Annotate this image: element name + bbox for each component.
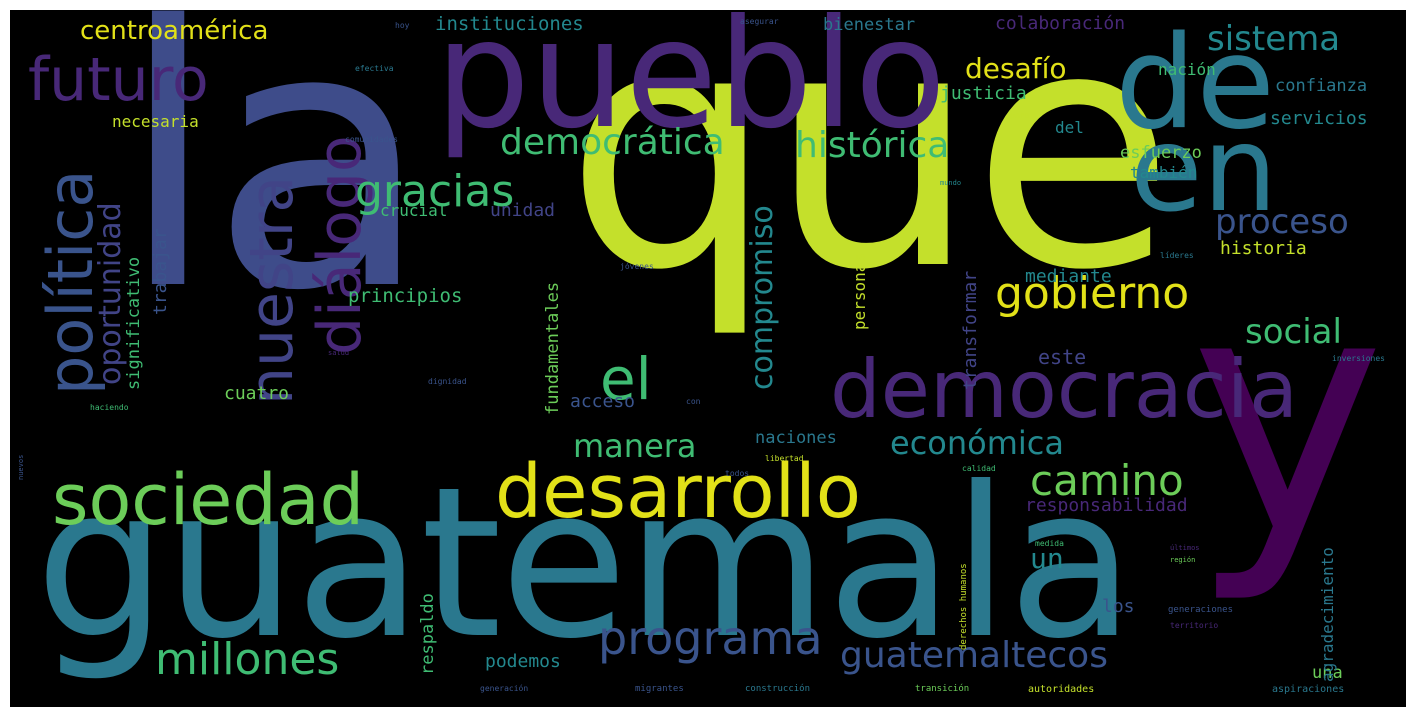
word: gobierno: [995, 268, 1190, 319]
word: nación: [1158, 60, 1216, 79]
word: una: [1312, 663, 1343, 683]
word: y: [1190, 223, 1386, 607]
word: manera: [573, 427, 697, 465]
word: programa: [598, 611, 823, 665]
word: colaboración: [995, 13, 1126, 34]
word: construcción: [745, 684, 811, 694]
word: asegurar: [740, 17, 779, 26]
word: podemos: [485, 651, 561, 672]
word: calidad: [962, 464, 996, 473]
word: sociedad: [52, 459, 365, 541]
word: con: [686, 397, 701, 406]
word: últimos: [1170, 544, 1200, 552]
word: este: [1038, 345, 1087, 369]
word: en: [1130, 100, 1278, 238]
word: democrática: [500, 122, 725, 163]
word: esfuerzo: [1120, 143, 1202, 163]
word: guatemala: [35, 443, 1135, 685]
word-cloud-canvas: la que y guatemala pueblo de en democrac…: [10, 10, 1406, 707]
word: de: [1115, 10, 1275, 158]
word: cuatro: [224, 383, 290, 404]
word: salud: [328, 349, 350, 357]
word: todos: [725, 469, 750, 478]
word: unidad: [490, 200, 556, 221]
word: comunidades: [345, 135, 398, 144]
word: desafío: [965, 52, 1067, 85]
word: para: [1010, 111, 1030, 120]
word: líderes: [1160, 251, 1194, 260]
word: que: [565, 10, 1175, 342]
word: personas: [850, 252, 869, 330]
word: histórica: [795, 125, 950, 166]
word: derechos humanos: [959, 563, 969, 650]
word: pueblo: [435, 10, 947, 162]
word: justicia: [940, 83, 1027, 104]
word: confianza: [1275, 76, 1368, 96]
word: proceso: [1215, 202, 1349, 242]
word: respaldo: [418, 593, 438, 675]
word: nuevos: [17, 454, 25, 480]
word: instituciones: [435, 13, 584, 35]
word: trabajar: [150, 228, 171, 315]
word: mediante: [1025, 266, 1112, 287]
word: del: [1055, 118, 1084, 137]
word: también: [1130, 163, 1198, 182]
word: el: [600, 345, 652, 413]
word: dignidad: [428, 377, 467, 386]
word: efectiva: [355, 64, 394, 73]
word: aspiraciones: [1272, 684, 1345, 695]
word: la: [118, 10, 431, 369]
word: centroamérica: [80, 16, 269, 46]
word: fundamentales: [543, 281, 563, 415]
word: millones: [155, 634, 340, 685]
word: región: [1170, 556, 1196, 564]
word: autoridades: [1028, 684, 1095, 695]
word: responsabilidad: [1025, 495, 1188, 516]
word: democracia: [830, 343, 1299, 436]
word: camino: [1030, 456, 1184, 505]
word: guatemaltecos: [840, 635, 1108, 676]
word: migrantes: [635, 684, 684, 694]
word: necesaria: [112, 112, 199, 131]
word: mundo: [940, 179, 962, 187]
word: un: [1030, 542, 1064, 575]
word: hoy: [395, 21, 410, 30]
word: acceso: [570, 391, 636, 412]
word: oportunidad: [93, 202, 128, 385]
word: generaciones: [1168, 605, 1234, 615]
word: económica: [890, 424, 1064, 462]
word: nuestra: [237, 175, 307, 405]
word: significativo: [124, 256, 144, 390]
word: crucial: [380, 201, 448, 220]
word: transformar: [960, 270, 981, 390]
word: haciendo: [90, 403, 129, 412]
word: historia: [1220, 238, 1307, 259]
word: social: [1245, 312, 1342, 352]
word: medida: [1035, 539, 1064, 548]
word: servicios: [1270, 108, 1368, 129]
word: futuro: [28, 45, 209, 115]
word: bienestar: [823, 15, 916, 35]
word: generación: [480, 684, 529, 693]
word: principios: [348, 285, 463, 307]
word: inversiones: [1332, 354, 1385, 363]
word: libertad: [765, 454, 804, 463]
word: desarrollo: [495, 449, 861, 535]
word: sistema: [1207, 19, 1341, 59]
word: compromiso: [745, 205, 780, 390]
word: territorio: [1170, 621, 1219, 630]
word: gracias: [355, 166, 515, 217]
word: jóvenes: [620, 262, 654, 271]
word: transición: [915, 684, 970, 694]
word: agradecimiento: [1318, 547, 1337, 682]
word: los: [1102, 596, 1135, 617]
word: naciones: [755, 428, 837, 448]
